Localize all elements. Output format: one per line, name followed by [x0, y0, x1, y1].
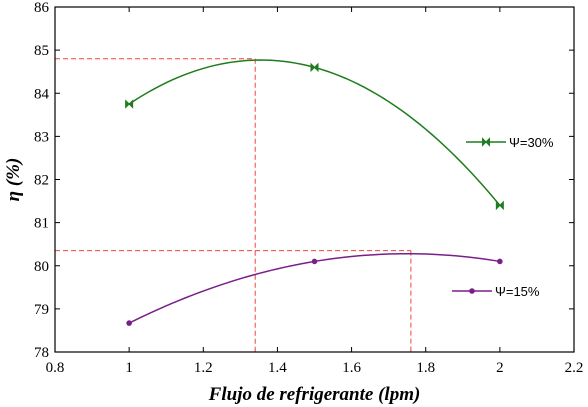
y-tick-label: 83	[34, 129, 49, 145]
data-point	[310, 62, 319, 73]
x-tick-label: 0.8	[46, 360, 65, 376]
x-tick-label: 1.4	[268, 360, 287, 376]
y-tick-label: 80	[34, 259, 49, 275]
legend-label: Ψ=30%	[509, 135, 554, 150]
x-tick-label: 1.8	[416, 360, 435, 376]
y-tick-label: 78	[34, 345, 49, 361]
y-tick-label: 86	[34, 0, 50, 16]
reference-lines	[55, 58, 412, 352]
legend-marker	[482, 137, 490, 147]
series-layer	[125, 59, 504, 326]
data-point	[495, 200, 504, 211]
x-tick-label: 1.2	[194, 360, 213, 376]
x-tick-label: 2.2	[565, 360, 584, 376]
tick-labels: 0.8 1 1.2 1.4 1.6 1.8 2 2.2 78 79 80 81 82 83 84 85 86	[34, 0, 583, 376]
axis-ticks	[54, 6, 575, 353]
y-tick-label: 84	[34, 86, 50, 102]
data-point	[497, 258, 503, 265]
plot-frame	[54, 6, 575, 353]
x-tick-label: 1	[125, 360, 133, 376]
y-tick-label: 79	[34, 302, 49, 318]
x-axis-title: Flujo de refrigerante (lpm)	[208, 384, 421, 405]
data-point	[125, 99, 134, 109]
legend-item: Ψ=15%	[452, 284, 540, 299]
y-tick-label: 85	[34, 43, 49, 59]
legend-label: Ψ=15%	[495, 284, 540, 299]
series-line-1	[128, 59, 501, 206]
data-point	[311, 258, 318, 265]
data-point	[126, 320, 132, 326]
y-axis-title: η (%)	[3, 158, 24, 202]
y-tick-label: 81	[34, 216, 49, 232]
x-tick-label: 2	[496, 360, 504, 376]
legend-marker	[469, 288, 475, 294]
legend: Ψ=30% Ψ=15%	[452, 135, 554, 299]
legend-item: Ψ=30%	[466, 135, 554, 150]
y-tick-label: 82	[34, 173, 49, 189]
x-tick-label: 1.6	[342, 360, 361, 376]
